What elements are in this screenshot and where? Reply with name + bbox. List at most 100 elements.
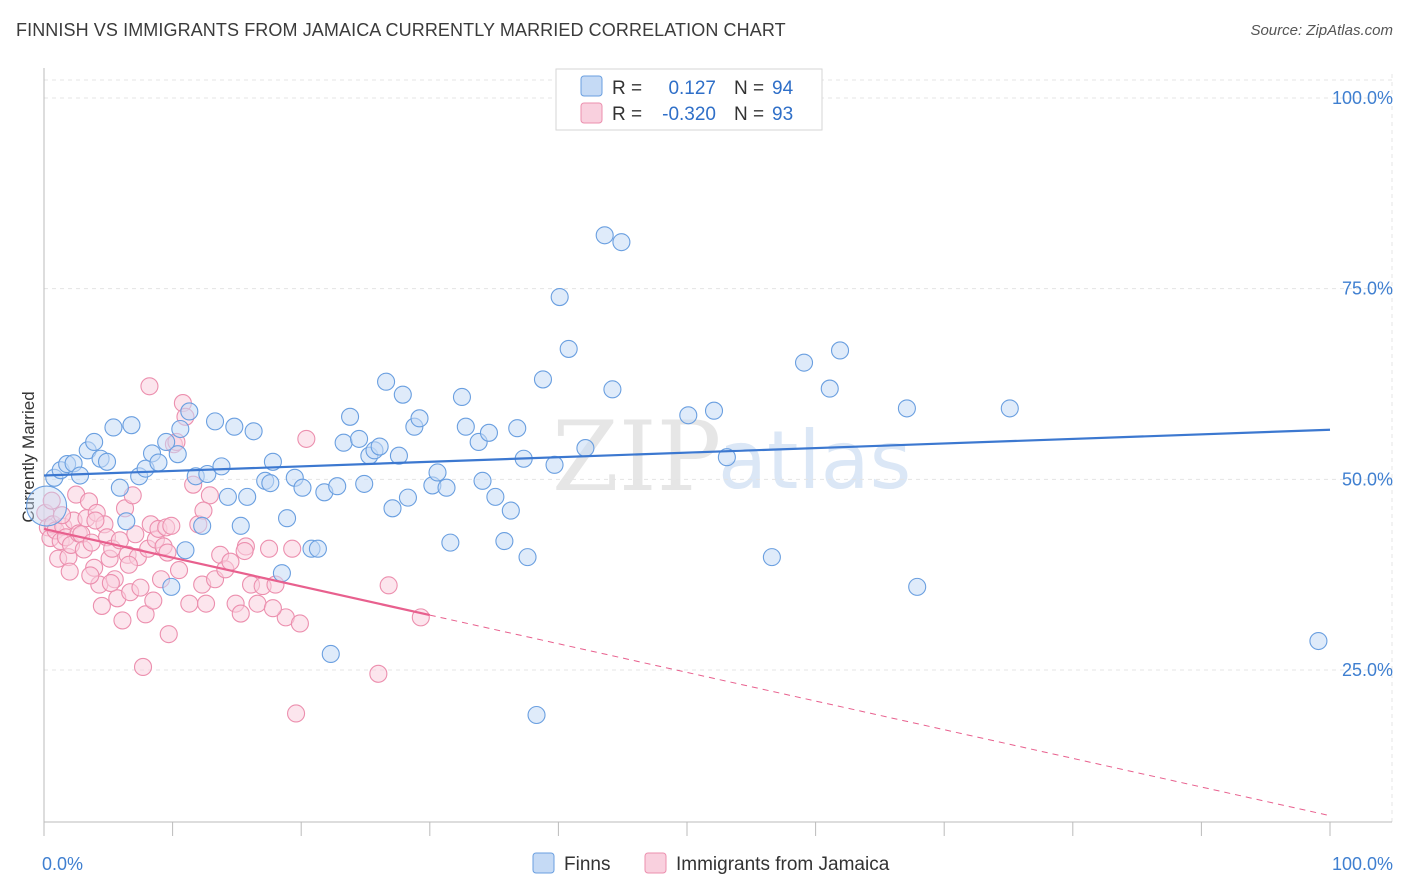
finns-point: [1309, 631, 1328, 651]
finns-point: [830, 341, 850, 360]
finns-point: [162, 577, 181, 596]
jamaica-point: [235, 541, 254, 561]
finns-point: [389, 446, 408, 465]
finns-point: [410, 409, 429, 428]
finns-point: [370, 437, 389, 456]
finns-point: [452, 387, 472, 407]
legend-swatch-jamaica: [580, 102, 603, 124]
finns-point: [486, 487, 505, 506]
finns-point: [176, 541, 195, 560]
finns-point: [85, 432, 104, 452]
finns-point: [820, 379, 839, 398]
finns-point: [193, 516, 212, 535]
finns-point: [334, 433, 353, 452]
jamaica-point: [42, 491, 61, 510]
finns-point: [495, 532, 514, 551]
finns-point: [576, 439, 595, 458]
finns-point: [350, 429, 369, 448]
finns-point: [559, 339, 578, 358]
bottom-swatch-finns: [532, 852, 555, 874]
finns-point: [205, 412, 225, 431]
finns-point: [603, 380, 622, 399]
jamaica-point: [86, 511, 105, 530]
jamaica-point: [60, 562, 79, 581]
chart-title: FINNISH VS IMMIGRANTS FROM JAMAICA CURRE…: [16, 20, 786, 40]
finns-point: [328, 477, 347, 496]
finns-point: [341, 407, 360, 426]
finns-point: [168, 445, 187, 464]
finns-point: [122, 416, 141, 435]
finns-point: [212, 457, 231, 476]
watermark-atlas: atlas: [718, 414, 911, 507]
jamaica-point: [133, 657, 153, 676]
finns-point: [545, 455, 564, 474]
jamaica-point: [131, 578, 150, 597]
finns-point: [263, 452, 282, 471]
jamaica-point: [248, 594, 267, 613]
trend-lines: [43, 428, 1331, 817]
finns-point: [97, 452, 117, 471]
legend-n-label: N =: [734, 78, 764, 99]
jamaica-point: [119, 555, 138, 574]
finns-point: [717, 448, 736, 467]
jamaica-point: [162, 516, 181, 535]
y-axis-title: Currently Married: [19, 391, 38, 522]
jamaica-point: [287, 704, 306, 723]
finns-point: [398, 488, 417, 507]
jamaica-point: [101, 574, 120, 593]
legend-r-jamaica: -0.320: [662, 104, 716, 125]
legend-n-finns: 94: [772, 78, 794, 99]
finns-point: [218, 487, 237, 506]
finns-point: [508, 419, 527, 438]
finns-point: [308, 539, 327, 558]
finns-point: [518, 548, 537, 567]
jamaica-point: [283, 539, 302, 558]
jamaica-trend-extension: [429, 614, 1331, 817]
finns-point: [377, 372, 396, 391]
jamaica-point: [81, 566, 100, 585]
finns-point: [679, 406, 698, 425]
finns-point: [180, 402, 199, 421]
y-tick-label: 100.0%: [1332, 88, 1393, 108]
finns-point: [441, 533, 460, 552]
jamaica-point: [144, 591, 163, 610]
finns-point: [762, 548, 781, 567]
finns-point: [225, 417, 244, 436]
finns-point: [704, 401, 724, 420]
correlation-legend: R = 0.127 N = 94 R = -0.320 N = 93: [555, 68, 823, 131]
finns-point: [238, 487, 257, 506]
x-tick-labels: 0.0% 100.0%: [42, 854, 1393, 874]
jamaica-point: [379, 576, 398, 595]
jamaica-trend-line: [43, 527, 431, 617]
finns-point: [293, 478, 312, 497]
finns-point: [272, 564, 291, 583]
jamaica-point: [92, 596, 111, 615]
finns-point: [244, 422, 263, 441]
finns-point: [157, 432, 176, 452]
finns-point: [117, 512, 136, 531]
finns-point: [110, 478, 129, 497]
jamaica-point: [194, 501, 213, 520]
jamaica-point: [196, 594, 216, 613]
finns-trend-line: [43, 428, 1331, 477]
axes: [43, 68, 1392, 836]
jamaica-point: [169, 561, 189, 580]
finns-point: [794, 353, 814, 372]
jamaica-point: [231, 604, 250, 623]
jamaica-point: [263, 599, 282, 618]
jamaica-point: [369, 664, 388, 683]
source-label: Source: ZipAtlas.com: [1250, 22, 1393, 39]
finns-point: [501, 501, 520, 520]
finns-point: [104, 418, 123, 437]
finns-point: [550, 288, 569, 307]
jamaica-point: [259, 539, 279, 558]
finns-point: [533, 370, 553, 389]
jamaica-point: [136, 605, 155, 624]
legend-n-label: N =: [734, 104, 764, 125]
finns-point: [479, 423, 499, 442]
bottom-swatch-jamaica: [644, 852, 667, 874]
finns-point: [261, 474, 280, 493]
finns-point: [355, 474, 374, 493]
y-tick-label: 75.0%: [1342, 279, 1393, 299]
jamaica-point: [297, 429, 316, 448]
